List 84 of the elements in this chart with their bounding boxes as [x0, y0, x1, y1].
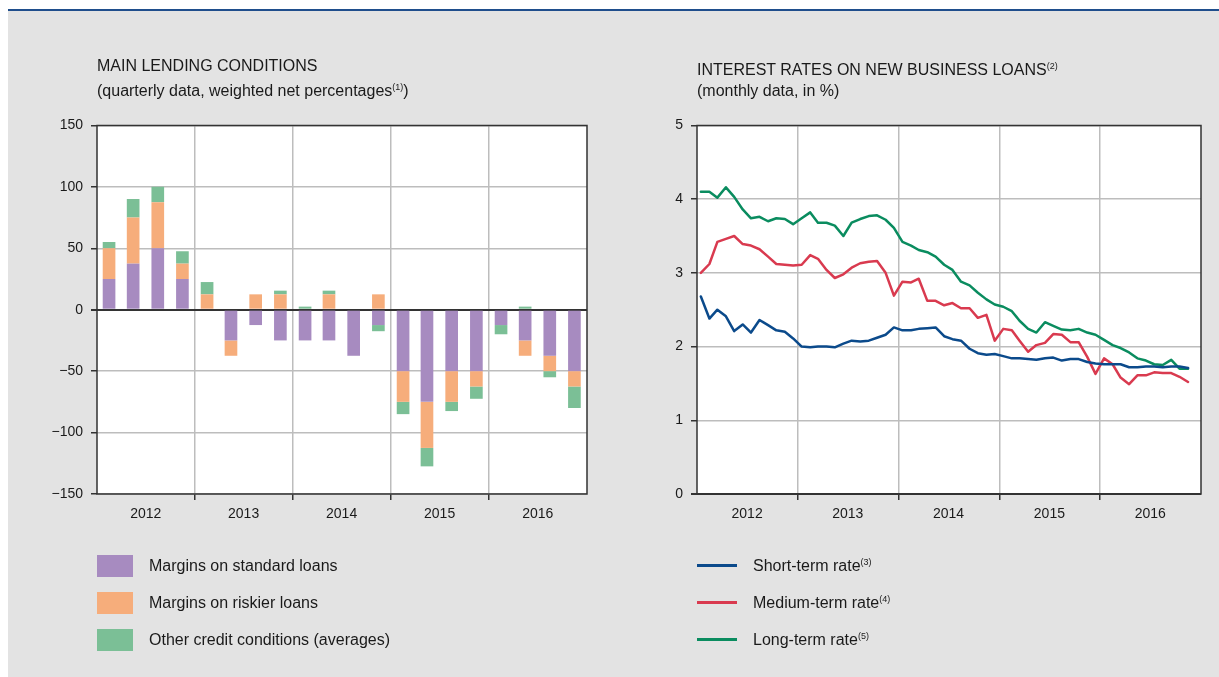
bar	[102, 278, 116, 309]
bar	[151, 202, 165, 249]
bar	[494, 310, 508, 326]
y-tick-label: 2	[675, 337, 684, 354]
y-tick-label: −50	[59, 361, 84, 378]
bar	[224, 340, 238, 356]
bar	[274, 294, 287, 309]
y-tick-label: 0	[75, 300, 84, 317]
chart-title: MAIN LENDING CONDITIONS	[97, 56, 319, 76]
bar	[151, 248, 165, 309]
bar	[151, 186, 165, 203]
bar	[176, 263, 189, 279]
y-tick-label: 150	[59, 116, 84, 133]
y-tick-label: 3	[675, 263, 684, 280]
bar	[543, 355, 557, 372]
bar	[396, 401, 410, 415]
bar	[518, 340, 532, 356]
legend-label: Margins on standard loans	[149, 556, 338, 575]
y-tick-label: 5	[675, 116, 684, 133]
bar	[249, 310, 263, 326]
bar	[200, 294, 214, 309]
bar	[372, 294, 385, 309]
y-tick-label: 1	[675, 411, 684, 428]
x-tick-label: 2016	[1134, 505, 1167, 522]
bar	[274, 310, 287, 341]
bar	[372, 310, 385, 326]
bar	[298, 306, 312, 309]
bar	[176, 278, 189, 309]
chart-title: INTEREST RATES ON NEW BUSINESS LOANS$^{(2)}$	[697, 60, 1059, 80]
x-tick-label: 2016	[522, 505, 554, 522]
x-tick-label: 2013	[832, 505, 864, 522]
bar	[298, 310, 312, 341]
x-tick-label: 2012	[130, 505, 162, 522]
bar	[494, 325, 508, 335]
bar	[543, 371, 557, 378]
chart-subtitle: (quarterly data, weighted net percentages$^{(1)}$)	[97, 81, 410, 101]
bar	[102, 248, 116, 279]
bar	[543, 310, 557, 356]
bar	[518, 306, 532, 309]
legend-label: Medium-term rate$^{(4)}$	[753, 593, 891, 612]
chart-subtitle: (monthly data, in %)	[697, 81, 841, 101]
bar	[420, 401, 434, 448]
bar	[420, 447, 434, 467]
bar	[249, 294, 263, 309]
bar	[445, 371, 459, 402]
x-tick-label: 2013	[228, 505, 260, 522]
bar	[322, 310, 336, 341]
legend-label: Short-term rate$^{(3)}$	[753, 556, 872, 575]
x-tick-label: 2014	[326, 505, 358, 522]
x-tick-label: 2015	[1033, 505, 1066, 522]
bar	[126, 217, 140, 264]
y-tick-label: −100	[51, 423, 84, 440]
bar	[200, 282, 214, 295]
bar	[470, 371, 483, 387]
bar	[102, 242, 116, 249]
legend-label: Long-term rate$^{(5)}$	[753, 630, 869, 649]
bar	[347, 310, 361, 356]
bar	[445, 310, 459, 372]
bar	[396, 371, 410, 402]
bar	[568, 310, 581, 372]
bar	[445, 401, 459, 412]
y-tick-label: −150	[51, 484, 84, 501]
y-tick-label: 0	[675, 484, 684, 501]
x-tick-label: 2015	[424, 505, 456, 522]
bar	[126, 199, 140, 218]
x-tick-label: 2014	[933, 505, 965, 522]
bar	[420, 310, 434, 402]
bar	[568, 386, 581, 408]
legend-label: Margins on riskier loans	[149, 593, 318, 612]
bar	[568, 371, 581, 387]
bar	[470, 386, 483, 399]
bar	[396, 310, 410, 372]
bar	[126, 263, 140, 309]
bar	[176, 251, 189, 264]
bar	[224, 310, 238, 341]
y-tick-label: 100	[59, 177, 84, 194]
y-tick-label: 4	[675, 189, 684, 206]
x-tick-label: 2012	[731, 505, 763, 522]
y-tick-label: 50	[67, 239, 84, 256]
bar	[322, 294, 336, 309]
bar	[470, 310, 483, 372]
legend-label: Other credit conditions (averages)	[149, 630, 390, 649]
bar	[372, 325, 385, 332]
bar	[518, 310, 532, 341]
